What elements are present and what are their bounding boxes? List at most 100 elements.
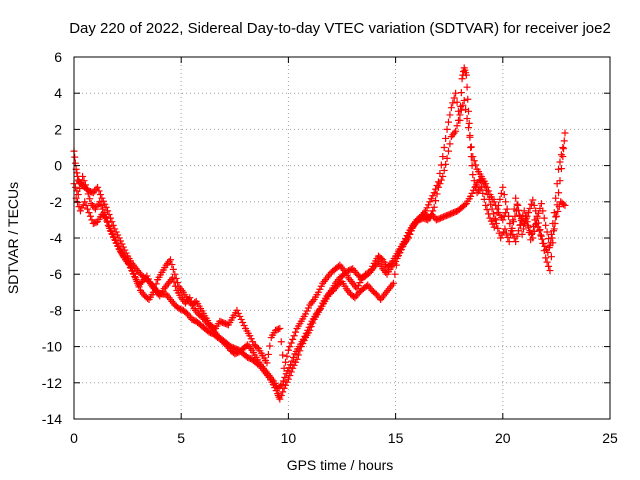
x-tick-label: 20 bbox=[495, 430, 511, 446]
data-point bbox=[525, 223, 533, 231]
data-point bbox=[467, 143, 475, 151]
data-point bbox=[512, 238, 520, 246]
y-tick-label: 2 bbox=[54, 121, 62, 137]
data-point bbox=[78, 204, 86, 212]
data-point bbox=[530, 201, 538, 209]
data-point bbox=[170, 278, 178, 286]
data-point bbox=[490, 198, 498, 206]
data-point bbox=[288, 357, 296, 365]
data-point bbox=[560, 137, 568, 145]
data-point bbox=[407, 227, 415, 235]
chart-title: Day 220 of 2022, Sidereal Day-to-day VTE… bbox=[69, 20, 611, 37]
data-point bbox=[535, 227, 543, 235]
data-point bbox=[172, 274, 180, 282]
y-axis-label: SDTVAR / TECUs bbox=[5, 182, 21, 294]
data-point bbox=[525, 209, 533, 217]
data-point bbox=[561, 201, 569, 209]
data-point bbox=[503, 205, 511, 213]
data-point bbox=[537, 232, 545, 240]
y-tick-label: 4 bbox=[54, 85, 62, 101]
data-point bbox=[447, 104, 455, 112]
data-point bbox=[168, 261, 176, 269]
data-point bbox=[304, 304, 312, 312]
data-point bbox=[449, 99, 457, 107]
data-point bbox=[545, 262, 553, 270]
data-point bbox=[544, 248, 552, 256]
y-tick-label: -10 bbox=[42, 339, 62, 355]
data-point bbox=[404, 234, 412, 242]
data-point bbox=[189, 301, 197, 309]
data-point bbox=[550, 227, 558, 235]
data-point bbox=[546, 267, 554, 275]
data-point bbox=[394, 251, 402, 259]
data-point bbox=[114, 231, 122, 239]
data-point bbox=[85, 209, 93, 217]
data-point bbox=[131, 274, 139, 282]
data-point bbox=[392, 258, 400, 266]
data-point bbox=[96, 198, 104, 206]
data-point bbox=[552, 213, 560, 221]
data-point bbox=[462, 105, 470, 113]
data-point bbox=[526, 227, 534, 235]
data-point bbox=[440, 166, 448, 174]
data-point bbox=[511, 212, 519, 220]
data-point bbox=[293, 355, 301, 363]
data-point bbox=[108, 218, 116, 226]
data-point bbox=[439, 172, 447, 180]
data-point bbox=[470, 157, 478, 165]
data-point bbox=[483, 183, 491, 191]
data-point bbox=[76, 207, 84, 215]
data-point bbox=[515, 227, 523, 235]
data-point bbox=[127, 264, 135, 272]
data-point bbox=[444, 147, 452, 155]
data-point bbox=[452, 89, 460, 97]
data-point bbox=[452, 127, 460, 135]
data-point bbox=[443, 154, 451, 162]
data-point bbox=[406, 230, 414, 238]
data-point bbox=[353, 285, 361, 293]
data-point bbox=[116, 237, 124, 245]
x-tick-label: 15 bbox=[388, 430, 404, 446]
data-point bbox=[468, 189, 476, 197]
data-point bbox=[71, 183, 79, 191]
data-point bbox=[391, 270, 399, 278]
data-point bbox=[512, 207, 520, 215]
data-point bbox=[555, 203, 563, 211]
data-point bbox=[99, 205, 107, 213]
data-point bbox=[71, 153, 79, 161]
data-point bbox=[247, 335, 255, 343]
data-point bbox=[284, 367, 292, 375]
data-point bbox=[287, 339, 295, 347]
data-point bbox=[513, 200, 521, 208]
data-points bbox=[70, 64, 569, 403]
data-point bbox=[282, 358, 290, 366]
data-point bbox=[532, 220, 540, 228]
data-point bbox=[237, 315, 245, 323]
data-point bbox=[482, 180, 490, 188]
data-point bbox=[492, 220, 500, 228]
data-point bbox=[518, 230, 526, 238]
data-point bbox=[104, 221, 112, 229]
data-point bbox=[281, 373, 289, 381]
data-point bbox=[427, 210, 435, 218]
data-point bbox=[146, 278, 154, 286]
data-point bbox=[549, 220, 557, 228]
data-point bbox=[101, 200, 109, 208]
data-point bbox=[263, 359, 271, 367]
data-point bbox=[467, 192, 475, 200]
y-tick-label: 6 bbox=[54, 49, 62, 65]
data-point bbox=[73, 169, 81, 177]
data-point bbox=[442, 160, 450, 168]
data-point bbox=[537, 231, 545, 239]
data-point bbox=[502, 229, 510, 237]
data-point bbox=[234, 309, 242, 317]
data-point bbox=[82, 201, 90, 209]
data-point bbox=[507, 227, 515, 235]
data-point bbox=[144, 275, 152, 283]
data-point bbox=[506, 220, 514, 228]
data-point bbox=[278, 381, 286, 389]
data-point bbox=[540, 214, 548, 222]
data-point bbox=[106, 224, 114, 232]
data-point bbox=[456, 111, 464, 119]
axis-ticks bbox=[73, 56, 611, 420]
